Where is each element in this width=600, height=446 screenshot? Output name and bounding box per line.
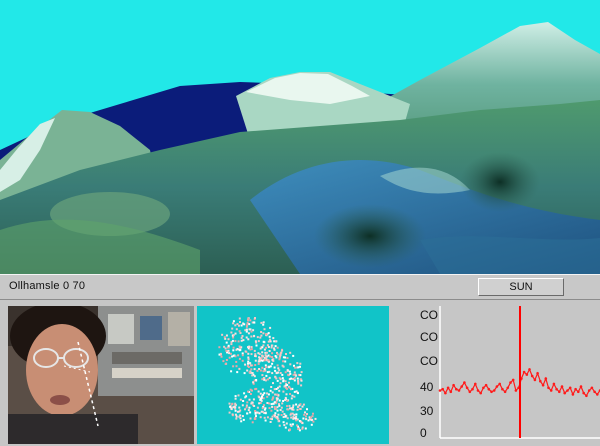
- signal-point: [492, 389, 496, 392]
- signal-point: [566, 389, 569, 392]
- signal-point: [487, 387, 491, 391]
- signal-point: [446, 386, 450, 390]
- signal-point: [476, 389, 480, 392]
- signal-point: [530, 374, 534, 378]
- signal-point: [563, 391, 566, 395]
- signal-point: [574, 387, 577, 391]
- signal-point: [577, 390, 580, 394]
- y-tick-label: 30: [420, 404, 434, 418]
- signal-point: [498, 382, 501, 386]
- status-label: Ollhamsle 0 70: [9, 280, 86, 292]
- hill-left-snow: [0, 118, 55, 192]
- y-tick-label: 0: [420, 426, 427, 440]
- signal-point: [484, 383, 488, 387]
- signal-point: [509, 381, 512, 384]
- signal-point: [571, 393, 575, 396]
- signal-point: [582, 391, 585, 395]
- y-tick-label: CO: [420, 308, 438, 322]
- signal-point: [501, 387, 504, 391]
- signal-point: [441, 387, 444, 391]
- signal-point: [514, 389, 518, 392]
- signal-point: [568, 386, 572, 390]
- signal-point: [452, 383, 455, 387]
- y-tick-label: CO: [420, 354, 438, 368]
- signal-point: [460, 385, 463, 388]
- signal-point: [474, 382, 477, 386]
- signal-point: [552, 382, 556, 386]
- signal-point: [558, 390, 561, 394]
- signal-point: [463, 381, 466, 384]
- tracking-silhouette: [197, 306, 389, 444]
- terrain-foreground-blue: [420, 236, 600, 274]
- signal-point: [593, 390, 596, 394]
- status-bar: Ollhamsle 0 70 SUN: [0, 274, 600, 300]
- tracking-line: [77, 341, 99, 427]
- run-button[interactable]: SUN: [478, 278, 564, 296]
- signal-point: [482, 386, 485, 390]
- terrain-shadow-2: [460, 152, 540, 212]
- signal-point: [495, 385, 499, 388]
- signal-point: [596, 393, 599, 396]
- signal-point: [533, 378, 537, 382]
- signal-point: [455, 387, 458, 391]
- plot-area: [438, 306, 600, 439]
- y-tick-label: CO: [420, 330, 438, 344]
- signal-point: [549, 389, 553, 392]
- signal-point: [539, 379, 542, 383]
- signal-point: [438, 389, 442, 392]
- y-tick-label: 40: [420, 380, 434, 394]
- signal-point: [547, 386, 550, 390]
- signal-point: [490, 390, 493, 394]
- person-face: [26, 324, 98, 416]
- signal-point: [541, 383, 545, 387]
- terrain-ridge-light: [380, 167, 470, 194]
- camera-feed: [8, 306, 194, 444]
- signal-point: [528, 368, 531, 371]
- signal-plot: CO CO CO 40 30 0: [396, 302, 600, 446]
- signal-point: [449, 390, 453, 394]
- signal-point: [457, 389, 461, 392]
- signal-point: [585, 394, 588, 398]
- terrain-shadow-1: [314, 204, 426, 268]
- signal-point: [544, 377, 548, 380]
- terrain-foreground-green: [0, 219, 200, 274]
- signal-point: [560, 385, 564, 388]
- signal-point: [579, 385, 583, 388]
- person-shirt: [8, 414, 138, 444]
- signal-point: [465, 386, 469, 390]
- signal-point: [511, 378, 515, 382]
- signal-point: [555, 387, 558, 391]
- terrain-viewport[interactable]: [0, 0, 600, 275]
- mountain-center-snow: [246, 73, 370, 104]
- signal-point: [468, 390, 472, 394]
- signal-point: [479, 391, 482, 395]
- signal-point: [444, 391, 447, 395]
- signal-point: [506, 386, 510, 390]
- signal-point: [536, 372, 539, 375]
- signal-point: [471, 387, 474, 391]
- signal-point: [587, 389, 591, 392]
- signal-point: [590, 386, 594, 390]
- signal-point: [503, 390, 507, 394]
- signal-point: [522, 370, 526, 374]
- signal-point: [525, 373, 529, 376]
- silhouette-speckles: [218, 317, 317, 432]
